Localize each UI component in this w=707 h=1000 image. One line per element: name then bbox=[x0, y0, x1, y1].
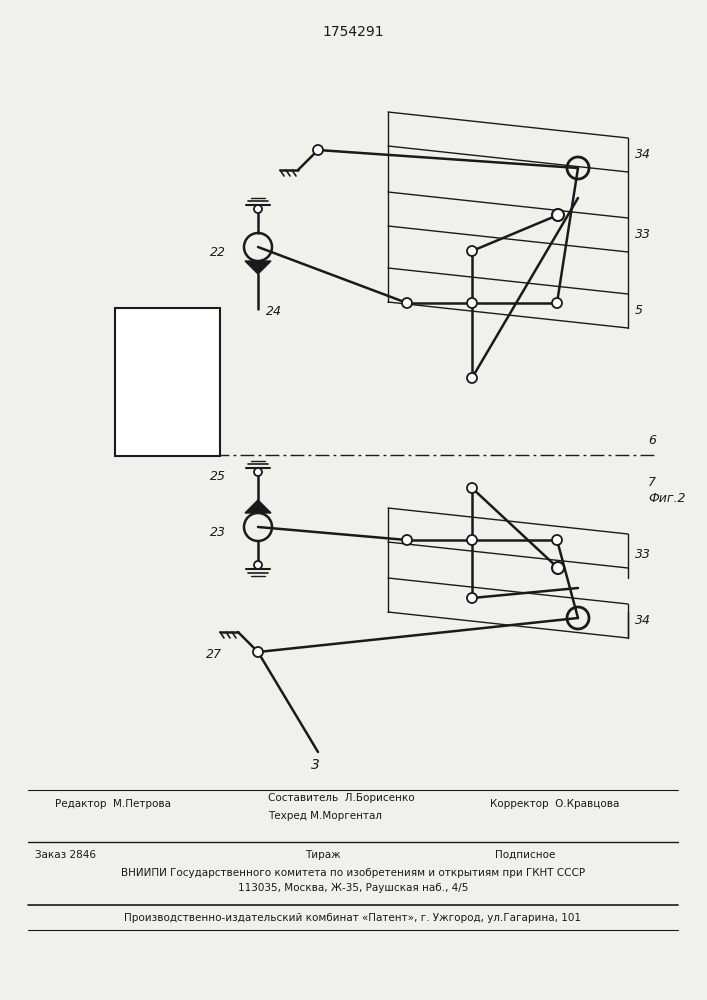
Text: 113035, Москва, Ж-35, Раушская наб., 4/5: 113035, Москва, Ж-35, Раушская наб., 4/5 bbox=[238, 883, 468, 893]
Text: 5: 5 bbox=[635, 304, 643, 318]
Text: Производственно-издательский комбинат «Патент», г. Ужгород, ул.Гагарина, 101: Производственно-издательский комбинат «П… bbox=[124, 913, 581, 923]
Text: 23: 23 bbox=[210, 526, 226, 538]
Circle shape bbox=[467, 373, 477, 383]
Text: 34: 34 bbox=[635, 148, 651, 161]
Bar bbox=[115, 308, 220, 456]
Text: 34: 34 bbox=[635, 613, 651, 626]
Text: 33: 33 bbox=[635, 548, 651, 562]
Circle shape bbox=[467, 593, 477, 603]
Circle shape bbox=[402, 298, 412, 308]
Text: Фиг.2: Фиг.2 bbox=[648, 491, 686, 504]
Text: 1754291: 1754291 bbox=[322, 25, 384, 39]
Text: Техред М.Моргентал: Техред М.Моргентал bbox=[268, 811, 382, 821]
Circle shape bbox=[552, 209, 564, 221]
Text: 3: 3 bbox=[310, 758, 320, 772]
Text: Редактор  М.Петрова: Редактор М.Петрова bbox=[55, 799, 171, 809]
Circle shape bbox=[402, 535, 412, 545]
Text: Тираж: Тираж bbox=[305, 850, 341, 860]
Text: 24: 24 bbox=[266, 305, 282, 318]
Circle shape bbox=[552, 535, 562, 545]
Text: Заказ 2846: Заказ 2846 bbox=[35, 850, 96, 860]
Text: 22: 22 bbox=[210, 245, 226, 258]
Text: Корректор  О.Кравцова: Корректор О.Кравцова bbox=[490, 799, 619, 809]
Text: Подписное: Подписное bbox=[495, 850, 556, 860]
Circle shape bbox=[467, 535, 477, 545]
Circle shape bbox=[552, 562, 564, 574]
Text: ВНИИПИ Государственного комитета по изобретениям и открытиям при ГКНТ СССР: ВНИИПИ Государственного комитета по изоб… bbox=[121, 868, 585, 878]
Circle shape bbox=[467, 483, 477, 493]
Circle shape bbox=[467, 246, 477, 256]
Text: Составитель  Л.Борисенко: Составитель Л.Борисенко bbox=[268, 793, 414, 803]
Text: 27: 27 bbox=[206, 648, 222, 662]
Circle shape bbox=[467, 298, 477, 308]
Text: 6: 6 bbox=[648, 434, 656, 446]
Polygon shape bbox=[245, 500, 271, 513]
Circle shape bbox=[254, 561, 262, 569]
Text: 33: 33 bbox=[635, 229, 651, 241]
Circle shape bbox=[254, 205, 262, 213]
Circle shape bbox=[254, 468, 262, 476]
Text: 7: 7 bbox=[648, 476, 656, 488]
Text: 25: 25 bbox=[210, 471, 226, 484]
Circle shape bbox=[253, 647, 263, 657]
Circle shape bbox=[552, 298, 562, 308]
Circle shape bbox=[313, 145, 323, 155]
Polygon shape bbox=[245, 261, 271, 274]
